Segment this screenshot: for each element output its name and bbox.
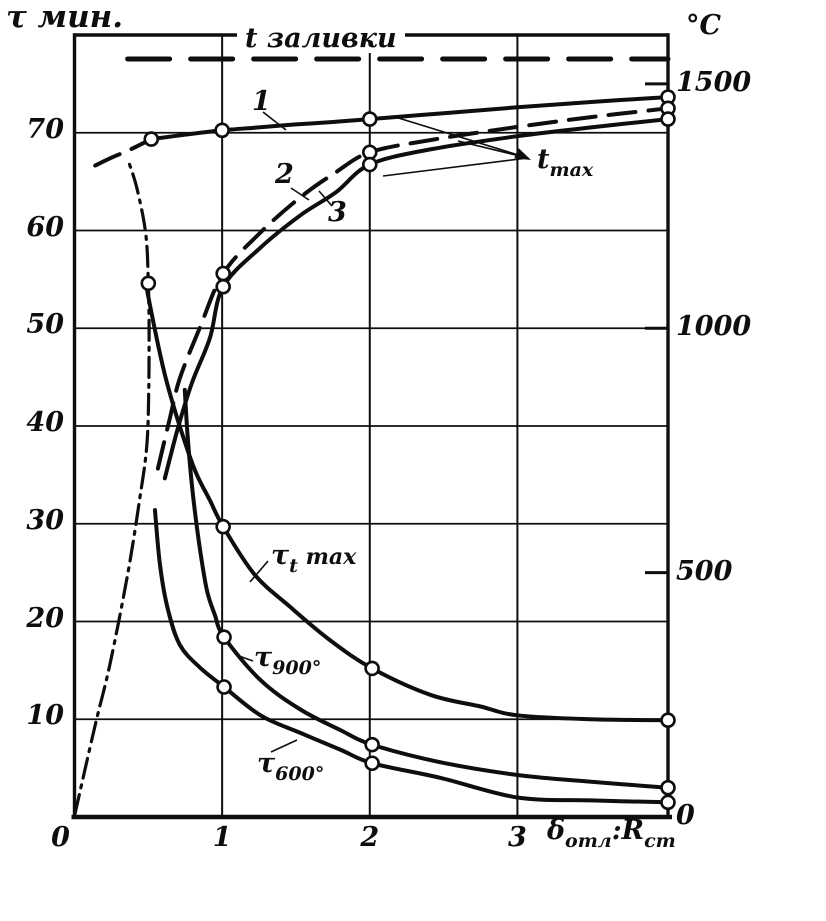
data-point-marker-tau-600 bbox=[660, 794, 676, 811]
pointer-line-label-curve-3 bbox=[318, 190, 333, 207]
pointer-line-label-curve-1 bbox=[262, 111, 287, 131]
arrowhead-label-t-max bbox=[514, 148, 531, 160]
series-curve-3 bbox=[162, 117, 670, 481]
data-point-marker-curve-1 bbox=[214, 122, 230, 139]
series-curve-2 bbox=[155, 106, 670, 471]
pointer-line-label-tau-t-max bbox=[249, 560, 269, 583]
series-tau-900 bbox=[182, 387, 670, 790]
pointer-line-label-tau-900 bbox=[238, 655, 254, 662]
data-point-marker-tau-900 bbox=[660, 779, 676, 796]
data-point-marker-tau-t-max bbox=[364, 660, 380, 677]
data-point-marker-tau-t-max bbox=[215, 518, 231, 535]
series-boundary-line bbox=[73, 161, 151, 816]
y-left-axis-title: τ мин. bbox=[6, 0, 124, 35]
series-curve-1 bbox=[149, 95, 670, 142]
pointer-line-label-t-max bbox=[382, 157, 529, 177]
data-point-marker-tau-t-max bbox=[660, 712, 676, 729]
series-tau-t-max bbox=[144, 283, 670, 723]
data-point-marker-curve-1 bbox=[143, 131, 160, 147]
data-point-marker-tau-600 bbox=[364, 755, 380, 772]
pointer-line-label-t-max bbox=[391, 115, 529, 159]
data-point-marker-boundary-line bbox=[140, 275, 157, 292]
series-curve-1-extension bbox=[93, 137, 154, 168]
data-point-marker-curve-3 bbox=[361, 156, 378, 173]
data-point-marker-curve-3 bbox=[215, 278, 231, 295]
data-point-marker-tau-600 bbox=[216, 679, 232, 695]
data-point-marker-curve-3 bbox=[660, 111, 676, 127]
pointer-line-label-tau-600 bbox=[270, 739, 298, 753]
data-point-marker-curve-1 bbox=[361, 111, 378, 127]
data-point-marker-tau-900 bbox=[216, 629, 232, 645]
y-right-axis-title: °C bbox=[686, 10, 721, 41]
pointer-line-label-curve-2 bbox=[290, 187, 310, 201]
series-tau-600 bbox=[152, 508, 670, 805]
data-point-marker-tau-900 bbox=[364, 736, 380, 753]
data-point-marker-curve-2 bbox=[215, 265, 231, 282]
